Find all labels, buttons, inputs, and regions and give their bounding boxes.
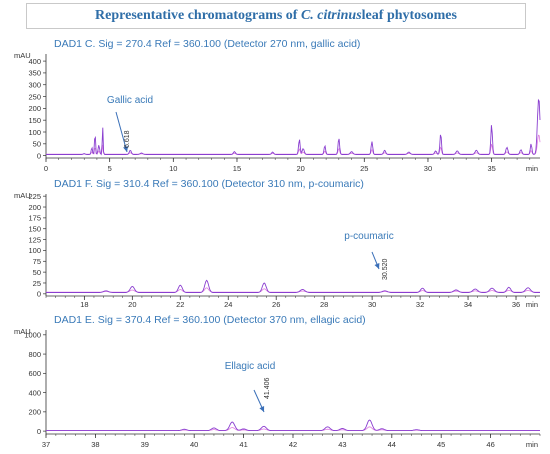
y-tick-label: 1000 — [24, 331, 41, 340]
panel-header: DAD1 E. Sig = 370.4 Ref = 360.100 (Detec… — [54, 314, 366, 326]
y-tick-label: 75 — [33, 257, 41, 266]
x-tick-label: 30 — [424, 164, 432, 173]
chromatogram-trace-secondary — [46, 134, 541, 155]
chromatogram-trace — [46, 279, 540, 293]
y-tick-label: 400 — [28, 388, 41, 397]
chromatogram-trace — [46, 98, 541, 156]
x-axis-label: min — [526, 440, 538, 449]
peak-arrow-head — [374, 263, 380, 269]
y-tick-label: 100 — [28, 246, 41, 255]
y-tick-label: 0 — [37, 151, 41, 160]
x-tick-label: 10 — [169, 164, 177, 173]
x-tick-label: 42 — [289, 440, 297, 449]
y-tick-label: 250 — [28, 92, 41, 101]
chromatogram-trace — [46, 419, 540, 432]
chromatogram-panel-ellagic-acid: DAD1 E. Sig = 370.4 Ref = 360.100 (Detec… — [14, 314, 541, 449]
y-axis-label: mAU — [14, 191, 31, 200]
y-axis-label: mAU — [14, 51, 31, 60]
peak-label: Ellagic acid — [225, 361, 276, 372]
x-tick-label: 18 — [80, 300, 88, 309]
y-tick-label: 175 — [28, 214, 41, 223]
x-tick-label: 20 — [296, 164, 304, 173]
y-tick-label: 150 — [28, 116, 41, 125]
figure-title: Representative chromatograms of C. citri… — [26, 3, 526, 29]
y-tick-label: 25 — [33, 279, 41, 288]
x-tick-label: 26 — [272, 300, 280, 309]
y-tick-label: 125 — [28, 235, 41, 244]
y-tick-label: 800 — [28, 350, 41, 359]
x-tick-label: 32 — [416, 300, 424, 309]
x-tick-label: 35 — [487, 164, 495, 173]
y-tick-label: 200 — [28, 203, 41, 212]
x-tick-label: 15 — [233, 164, 241, 173]
x-tick-label: 46 — [486, 440, 494, 449]
y-tick-label: 50 — [33, 268, 41, 277]
y-tick-label: 225 — [28, 192, 41, 201]
x-tick-label: 0 — [44, 164, 48, 173]
peak-label: p-coumaric — [344, 231, 393, 242]
panel-header: DAD1 C. Sig = 270.4 Ref = 360.100 (Detec… — [54, 38, 360, 50]
y-tick-label: 200 — [28, 408, 41, 417]
x-tick-label: 40 — [190, 440, 198, 449]
retention-time-label: 30.520 — [382, 258, 389, 280]
y-tick-label: 400 — [28, 57, 41, 66]
figure-title-prefix: Representative chromatograms of — [95, 8, 298, 23]
x-tick-label: 24 — [224, 300, 232, 309]
chromatogram-trace-secondary — [46, 426, 540, 431]
peak-arrow-head — [123, 146, 129, 152]
y-tick-label: 200 — [28, 104, 41, 113]
x-tick-label: 25 — [360, 164, 368, 173]
x-tick-label: 44 — [388, 440, 396, 449]
x-tick-label: 37 — [42, 440, 50, 449]
x-axis-label: min — [526, 300, 538, 309]
x-tick-label: 45 — [437, 440, 445, 449]
y-tick-label: 350 — [28, 69, 41, 78]
x-tick-label: 41 — [239, 440, 247, 449]
x-tick-label: 28 — [320, 300, 328, 309]
y-tick-label: 0 — [37, 427, 41, 436]
y-tick-label: 150 — [28, 225, 41, 234]
x-tick-label: 34 — [464, 300, 472, 309]
peak-label: Gallic acid — [107, 95, 153, 106]
x-tick-label: 43 — [338, 440, 346, 449]
retention-time-label: 6.618 — [124, 130, 131, 148]
y-tick-label: 600 — [28, 369, 41, 378]
retention-time-label: 41.406 — [264, 377, 271, 399]
x-tick-label: 5 — [108, 164, 112, 173]
x-tick-label: 30 — [368, 300, 376, 309]
chromatogram-panel-gallic-acid: DAD1 C. Sig = 270.4 Ref = 360.100 (Detec… — [14, 38, 541, 173]
chromatogram-trace-secondary — [46, 287, 540, 293]
y-tick-label: 100 — [28, 128, 41, 137]
x-tick-label: 20 — [128, 300, 136, 309]
figure-title-species: C. citrinus — [300, 8, 362, 23]
y-tick-label: 0 — [37, 290, 41, 299]
panel-header: DAD1 F. Sig = 310.4 Ref = 360.100 (Detec… — [54, 178, 364, 190]
y-axis-label: mAU — [14, 327, 31, 336]
x-axis-label: min — [526, 164, 538, 173]
peak-arrow-head — [259, 406, 265, 412]
x-tick-label: 22 — [176, 300, 184, 309]
x-tick-label: 39 — [141, 440, 149, 449]
y-tick-label: 300 — [28, 81, 41, 90]
x-tick-label: 38 — [91, 440, 99, 449]
y-tick-label: 50 — [33, 140, 41, 149]
peak-arrow — [115, 111, 128, 153]
figure-title-suffix: leaf phytosomes — [361, 8, 457, 23]
x-tick-label: 36 — [512, 300, 520, 309]
chromatogram-panel-p-coumaric: DAD1 F. Sig = 310.4 Ref = 360.100 (Detec… — [14, 178, 540, 309]
